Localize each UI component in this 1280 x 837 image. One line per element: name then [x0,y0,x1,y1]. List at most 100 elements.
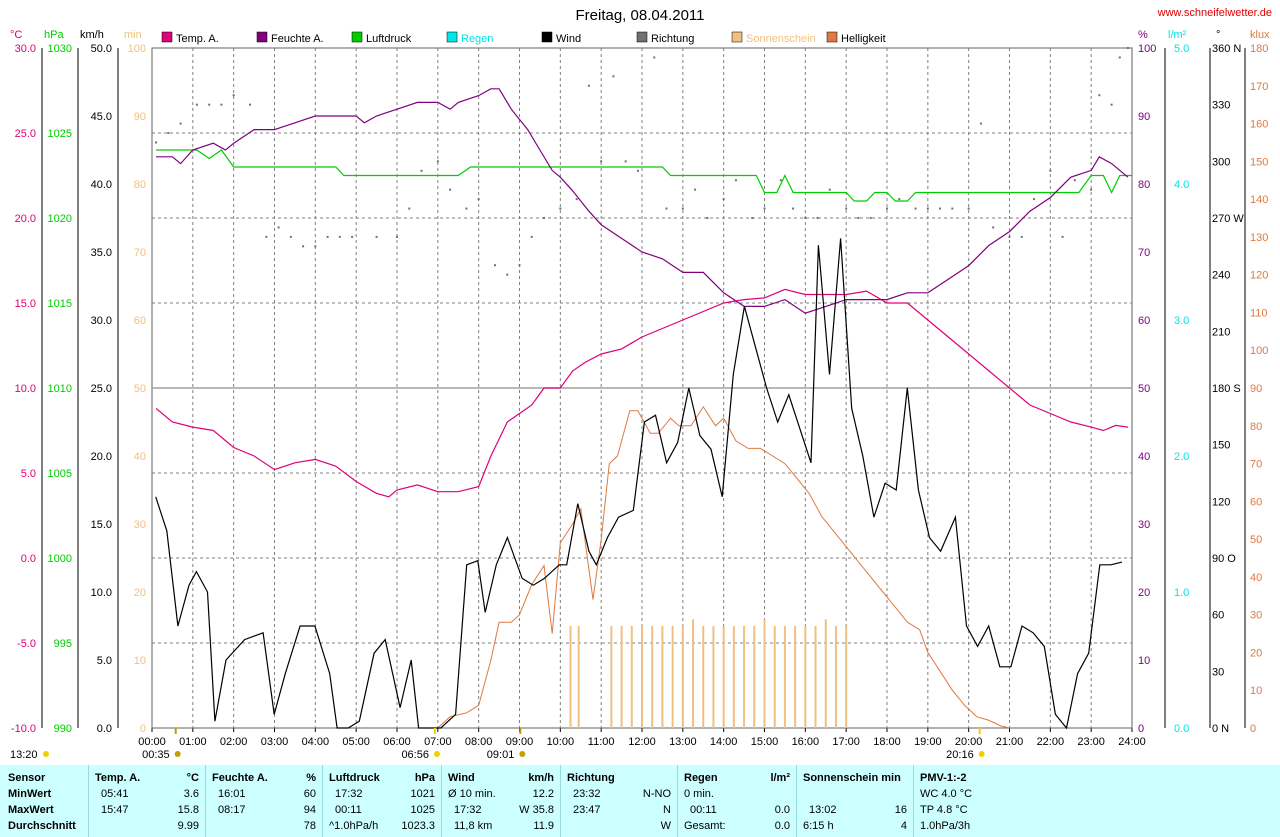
sun-tick-3: 70 [134,247,146,259]
sun-tick-2: 80 [134,179,146,191]
direction-dot-17 [396,235,398,238]
direction-dot-9 [277,226,280,229]
direction-dot-2 [179,122,182,125]
time-tick-4: 04:00 [302,736,330,748]
direction-dot-51 [857,217,860,219]
pmv-windchill: WC 4.0 °C [920,788,973,800]
time-tick-10: 10:00 [547,736,575,748]
direction-dot-48 [816,217,819,219]
legend-label-4: Wind [556,33,581,45]
bright-tick-9: 90 [1250,383,1262,395]
humid-tick-2: 80 [1138,179,1150,191]
moonset-time: 00:35 [142,749,170,761]
rain-tick-5: 0.0 [1174,723,1189,735]
sun-unit: min [124,29,142,41]
rain-min-label: 0 min. [684,788,714,800]
legend-swatch-4 [541,31,553,43]
temp-min-val: 3.6 [183,788,199,800]
wind-unit: km/h [80,29,104,41]
dir-tick-8: 120 [1212,496,1230,508]
hum-max-val: 94 [303,804,316,816]
dir-tick-3: 270 W [1212,213,1244,225]
legend-label-5: Richtung [651,33,694,45]
site-url[interactable]: www.schneifelwetter.de [1157,7,1272,19]
direction-dot-31 [587,84,590,87]
humid-tick-5: 50 [1138,383,1150,395]
bright-tick-10: 80 [1250,421,1262,433]
direction-dot-58 [951,207,954,210]
humid-tick-4: 60 [1138,315,1150,327]
wind-avg: 11.9 [533,820,554,832]
dir-tick-9: 90 O [1212,553,1236,565]
col-hum: Feuchte A. % 16:01 60 08:17 94 78 [206,765,323,837]
legend-swatch-0 [161,31,173,43]
direction-dot-32 [600,160,603,163]
legend-swatch-6 [731,31,743,43]
bright-unit: klux [1250,29,1270,41]
temp-min-time: 05:41 [101,788,129,800]
direction-dot-20 [436,160,439,163]
press-tick-2: 1020 [48,213,72,225]
temp-tick-0: 30.0 [15,43,36,55]
hdr-wind-unit: km/h [528,772,554,784]
legend-swatch-7 [826,31,838,43]
direction-dot-14 [338,235,341,238]
sun-tick-0: 100 [128,43,146,55]
hdr-temp: Temp. A. [95,772,141,784]
direction-dot-3 [195,103,198,106]
sun-tick-9: 10 [134,655,146,667]
direction-dot-57 [939,207,942,210]
direction-dot-27 [530,235,533,238]
moon-left-icon [43,751,49,757]
bright-tick-0: 180 [1250,43,1268,55]
sunrise-time: 06:56 [401,749,429,761]
direction-dot-49 [828,188,831,191]
wind-tick-8: 10.0 [91,587,112,599]
direction-dot-15 [351,235,354,238]
rain-tick-3: 2.0 [1174,451,1189,463]
bright-tick-11: 70 [1250,459,1262,471]
dir-avg: W [660,820,671,832]
direction-dot-42 [734,179,737,182]
time-tick-3: 03:00 [261,736,289,748]
press-max-time: 00:11 [335,804,362,816]
rain-tick-1: 4.0 [1174,179,1189,191]
time-tick-15: 15:00 [751,736,779,748]
legend-swatch-3 [446,31,458,43]
bright-tick-14: 40 [1250,572,1262,584]
direction-dot-5 [220,103,223,106]
moonrise-icon [519,751,526,757]
press-trend: ^1.0hPa/h [329,820,379,832]
legend-label-6: Sonnenschein [746,33,816,45]
direction-dot-71 [1118,56,1121,59]
time-tick-20: 20:00 [955,736,983,748]
direction-dot-23 [477,198,480,201]
dir-tick-7: 150 [1212,440,1230,452]
dir-max-val: N [663,804,671,816]
temperature-line [155,288,1128,498]
direction-dot-33 [612,75,615,78]
col-wind: Wind km/h Ø 10 min. 12.2 17:32 W 35.8 11… [442,765,561,837]
hum-avg: 78 [303,820,316,832]
col-dir: Richtung 23:32 N-NO 23:47 N W [561,765,678,837]
pmv-pressure-trend: 1.0hPa/3h [920,820,971,832]
press-max-val: 1025 [410,804,435,816]
wind-tick-4: 30.0 [91,315,112,327]
hdr-rain: Regen [684,772,718,784]
hdr-dir: Richtung [567,772,615,784]
bright-tick-15: 30 [1250,610,1262,622]
time-tick-0: 00:00 [138,736,166,748]
direction-dot-11 [302,245,305,248]
humid-tick-10: 0 [1138,723,1144,735]
humid-tick-9: 10 [1138,655,1150,667]
temp-tick-8: -10.0 [11,723,36,735]
bright-tick-4: 140 [1250,194,1268,206]
dir-unit: ° [1216,29,1220,41]
time-tick-6: 06:00 [383,736,411,748]
humid-tick-8: 20 [1138,587,1150,599]
dir-tick-2: 300 [1212,156,1230,168]
direction-dot-18 [408,207,411,210]
axes: 30.025.020.015.010.05.00.0-5.0-10.010301… [10,29,1270,748]
wind-tick-5: 25.0 [91,383,112,395]
legend-label-0: Temp. A. [176,33,219,45]
